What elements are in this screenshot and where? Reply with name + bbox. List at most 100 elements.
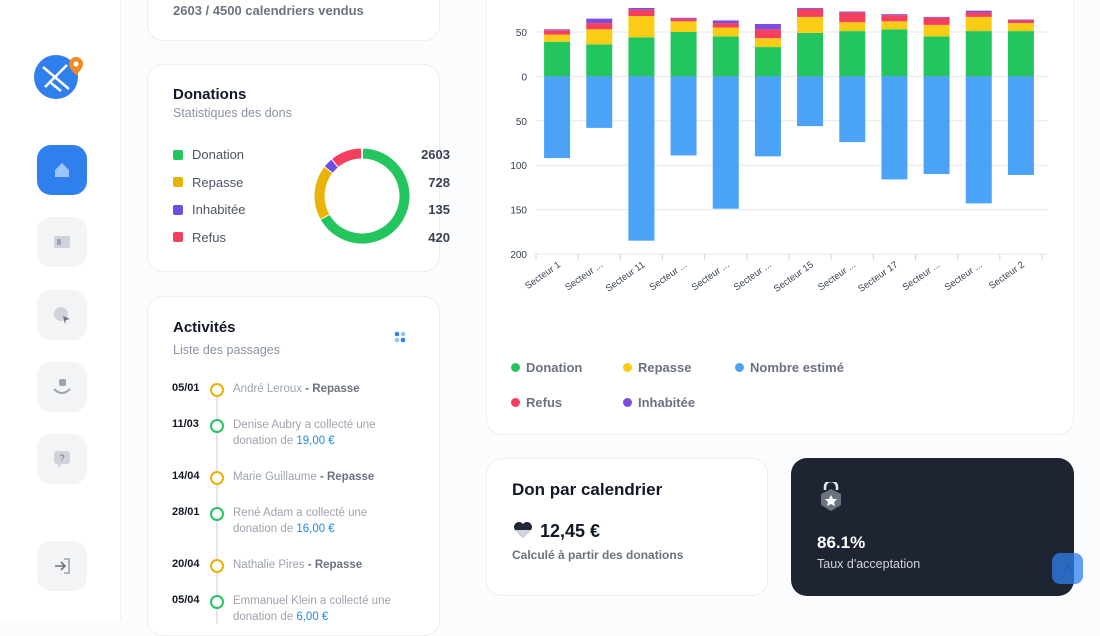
nav-home[interactable] — [37, 145, 87, 195]
activity-text: André Leroux - Repasse — [233, 381, 398, 397]
bar-segment — [754, 38, 781, 48]
x-tick-label: Secteur 17 — [856, 259, 900, 294]
bar-segment — [670, 76, 697, 156]
legend-swatch — [735, 363, 744, 372]
activity-highlight: - Repasse — [307, 559, 363, 571]
x-tick-label: Secteur ... — [732, 259, 774, 293]
bar-segment — [965, 76, 992, 204]
scroll-top-button[interactable] — [1052, 553, 1083, 584]
activity-text: Nathalie Pires - Repasse — [233, 557, 398, 573]
activity-highlight: 16,00 € — [296, 523, 335, 535]
bar-segment — [586, 44, 613, 77]
activity-date: 20/04 — [172, 558, 200, 570]
y-tick-label: 0 — [521, 72, 527, 83]
bar-segment — [712, 27, 739, 37]
bar-segment — [923, 17, 950, 25]
bar-segment — [881, 21, 908, 30]
logo[interactable] — [33, 55, 87, 101]
activity-marker — [210, 507, 224, 521]
legend-value: 420 — [428, 229, 450, 245]
legend-swatch — [623, 363, 632, 372]
bar-segment — [1007, 76, 1034, 175]
card-subtitle: Liste des passages — [173, 343, 281, 357]
bar-segment — [670, 21, 697, 32]
bar-segment — [712, 76, 739, 209]
legend-label: Repasse — [638, 360, 692, 375]
donations-card: Donations Statistiques des dons Donation… — [147, 64, 450, 272]
legend-item: Repasse — [623, 360, 691, 375]
nav-donations[interactable] — [37, 362, 87, 412]
legend-label: Inhabitée — [192, 202, 246, 217]
card-title: Activités — [173, 319, 236, 336]
nav-map[interactable] — [37, 290, 87, 340]
bar-segment — [923, 24, 950, 37]
options-icon[interactable] — [394, 331, 406, 343]
legend-label: Refus — [526, 395, 563, 410]
badge-icon — [821, 482, 841, 511]
icon — [55, 558, 70, 574]
card-title: Don par calendrier — [512, 480, 663, 499]
icon — [54, 236, 70, 248]
activity-highlight: 19,00 € — [296, 435, 335, 447]
activity-date: 05/01 — [172, 382, 200, 394]
x-tick-label: Secteur ... — [648, 259, 690, 293]
legend-label: Nombre estimé — [750, 360, 844, 375]
bar-segment — [839, 31, 866, 77]
bar-segment — [628, 15, 655, 38]
activity-date: 11/03 — [172, 418, 199, 430]
icon — [53, 379, 71, 394]
legend-swatch — [511, 363, 520, 372]
x-tick-label: Secteur 11 — [604, 259, 647, 294]
activity-marker — [210, 471, 224, 485]
activity-text: Denise Aubry a collecté une donation de … — [233, 417, 398, 449]
nav-contacts[interactable] — [37, 217, 87, 267]
legend-label: Inhabitée — [638, 395, 696, 410]
card-subtitle: Statistiques des dons — [173, 106, 292, 120]
bar-segment — [544, 76, 571, 159]
activity-marker — [210, 595, 224, 609]
legend-swatch — [173, 149, 183, 160]
bar-segment — [1007, 19, 1034, 21]
legend-swatch — [173, 204, 183, 215]
bar-segment — [670, 17, 697, 19]
activity-marker — [210, 419, 224, 433]
legend-value: 135 — [428, 202, 450, 217]
nav-help[interactable]: ? — [37, 434, 87, 484]
bar-segment — [1007, 20, 1034, 24]
y-tick-label: 200 — [510, 250, 527, 261]
bar-segment — [797, 76, 824, 127]
bar-segment — [670, 18, 697, 22]
activity-date: 28/01 — [172, 506, 200, 518]
bar-segment — [754, 23, 781, 30]
bar-segment — [923, 76, 950, 175]
icon: ? — [54, 451, 70, 468]
bar-segment — [712, 36, 739, 77]
bar-segment — [839, 76, 866, 143]
legend-label: Refus — [192, 229, 226, 245]
activity-date: 05/04 — [172, 594, 200, 606]
legend-item: Refus — [511, 395, 562, 410]
legend-label: Donation — [526, 360, 583, 375]
donut-slice — [314, 166, 333, 219]
bar-segment — [754, 29, 781, 39]
sidebar: ? — [0, 0, 121, 619]
activities-card: Activités Liste des passages — [147, 296, 440, 636]
legend-swatch — [623, 398, 632, 407]
bar-segment — [797, 8, 824, 17]
bar-segment — [797, 7, 824, 9]
don-value: 12,45 € — [540, 521, 601, 541]
activity-description: René Adam a collecté une donation de — [233, 507, 368, 535]
donut-slice — [324, 159, 339, 173]
nav-logout[interactable] — [37, 541, 87, 591]
activity-description: Marie Guillaume — [233, 471, 317, 483]
acceptance-caption: Taux d'acceptation — [817, 557, 921, 571]
legend-item: Donation — [511, 360, 582, 375]
sales-card: 2603 / 4500 calendriers vendus — [147, 0, 440, 41]
activity-text: Emmanuel Klein a collecté une donation d… — [233, 593, 398, 625]
y-tick-label: 150 — [510, 206, 527, 217]
activity-description: Denise Aubry a collecté une donation de — [233, 419, 376, 447]
bar-segment — [754, 76, 781, 157]
bar-segment — [1007, 31, 1034, 77]
